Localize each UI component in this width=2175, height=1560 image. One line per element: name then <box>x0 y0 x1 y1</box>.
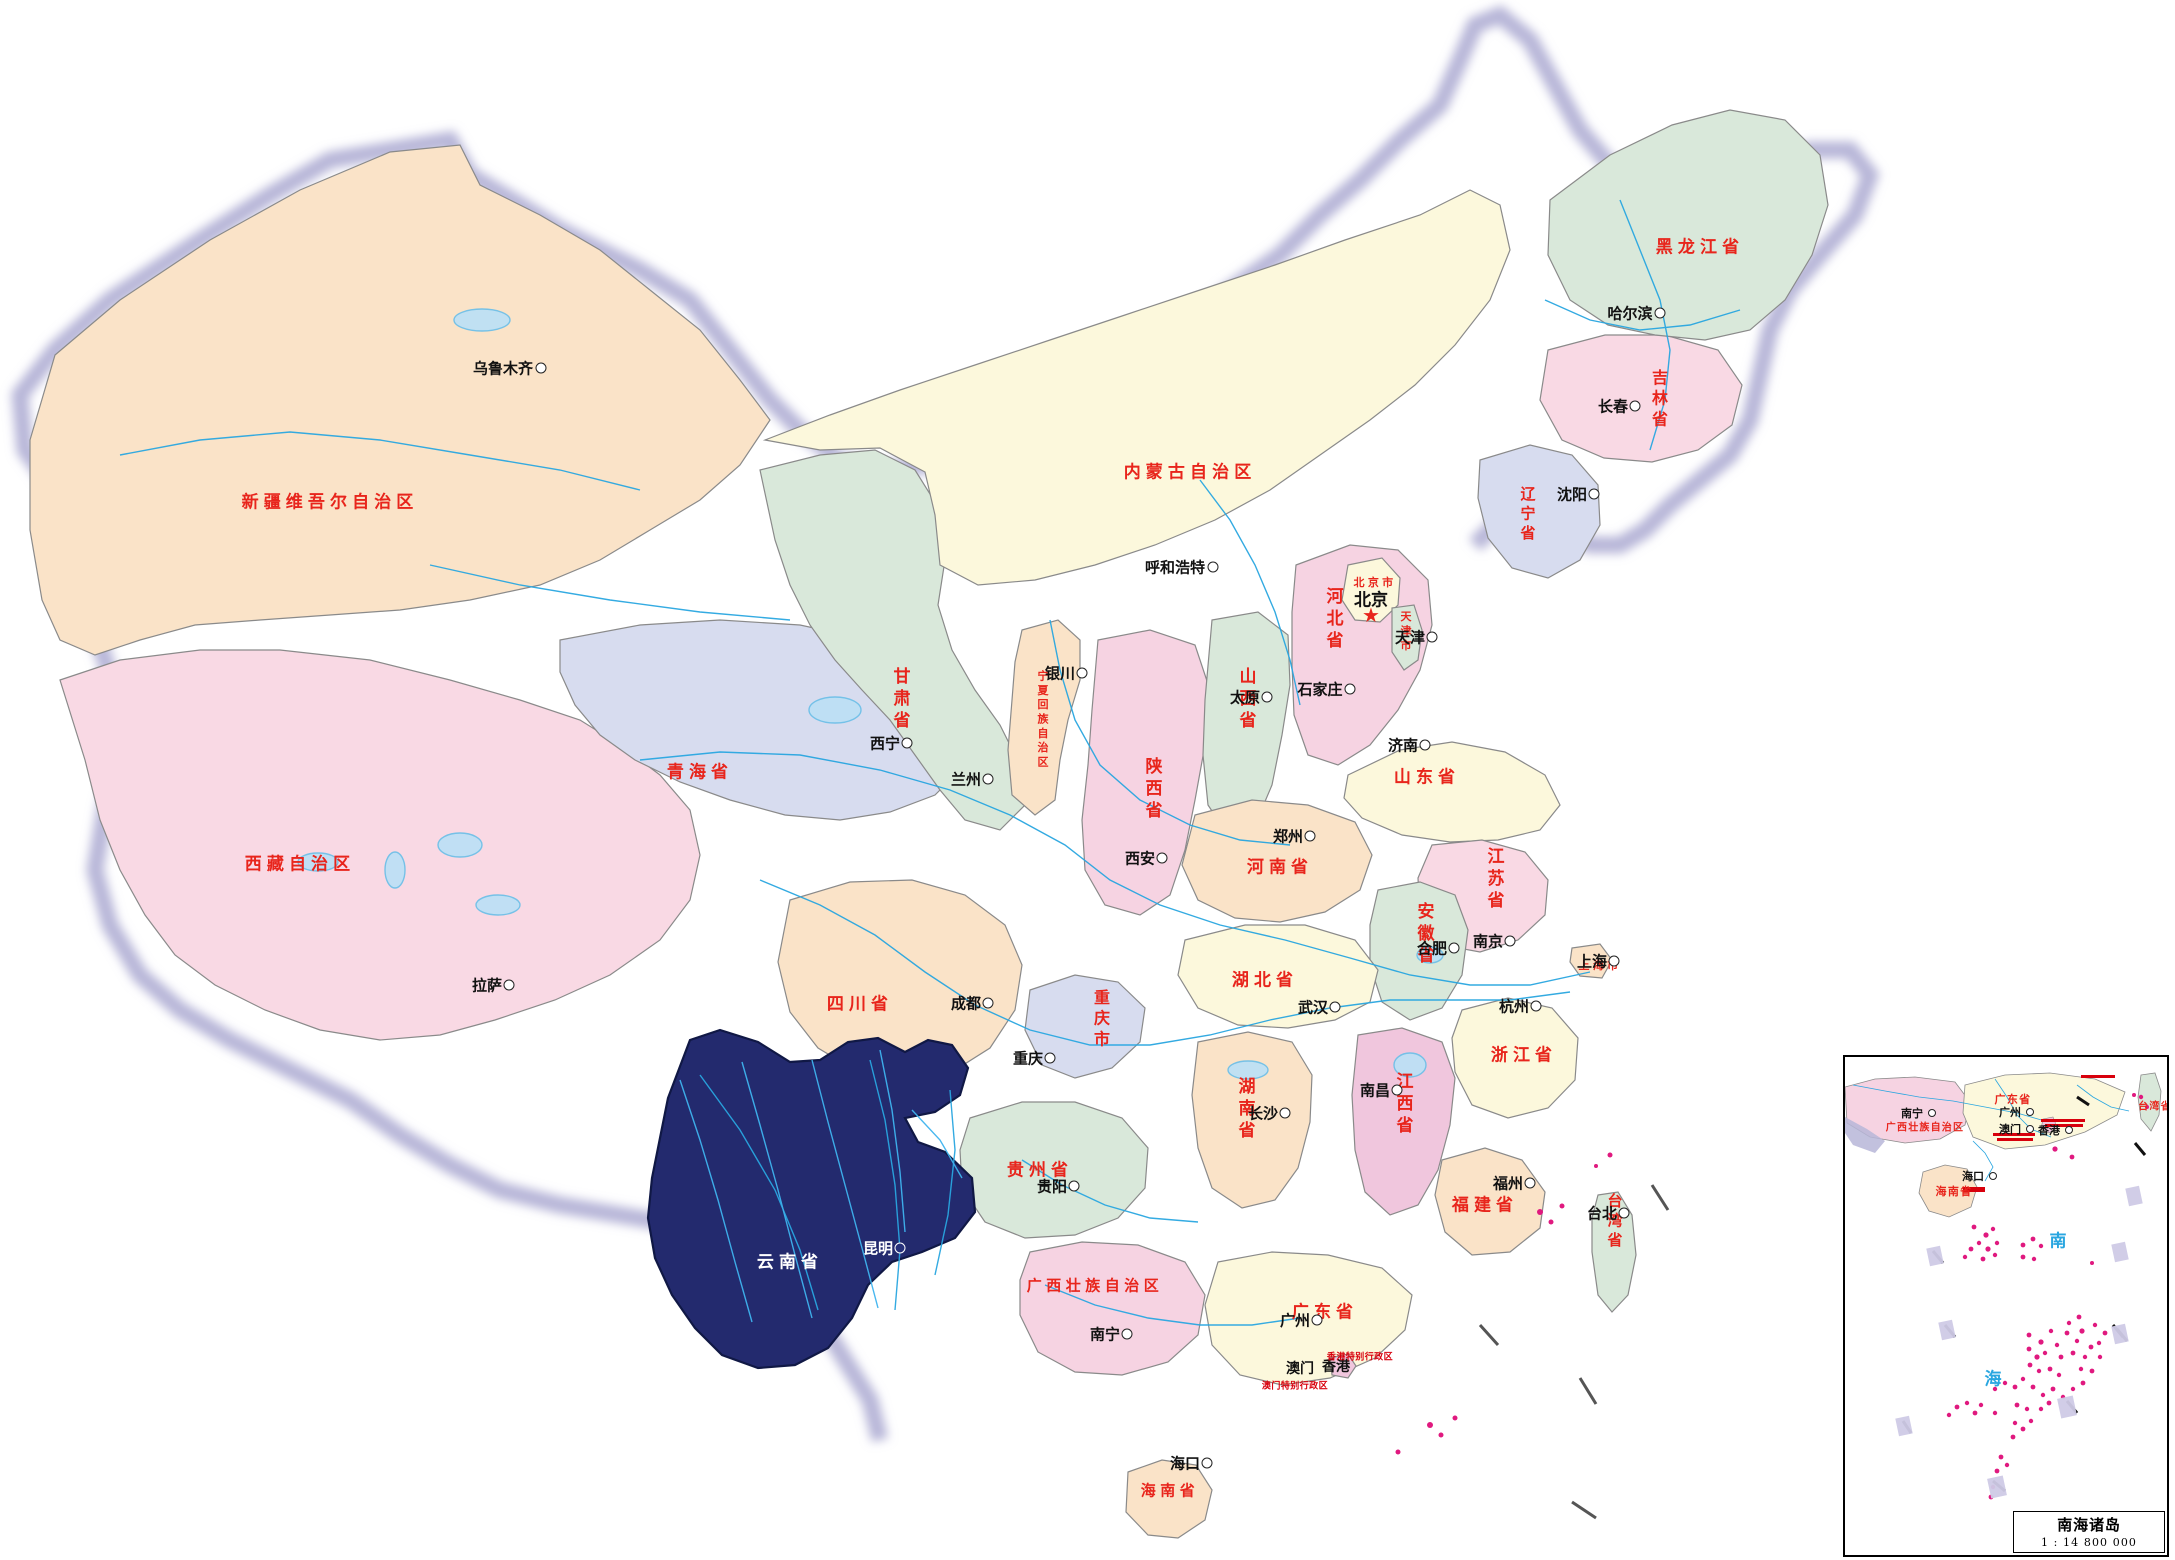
city-marker-icon <box>1419 739 1431 751</box>
city-marker-icon <box>1201 1457 1213 1469</box>
city-marker-icon <box>535 362 547 374</box>
province-polygons <box>29 109 1829 1539</box>
city-marker-icon <box>1329 1001 1341 1013</box>
city-marker-icon <box>1530 1000 1542 1012</box>
city-marker-icon <box>1076 667 1088 679</box>
city-marker-icon <box>1311 1314 1323 1326</box>
city-marker-icon <box>1504 935 1516 947</box>
island-dots <box>1395 1152 1613 1455</box>
inset-city-marker-icon <box>2026 1125 2034 1133</box>
city-marker-icon <box>1121 1328 1133 1340</box>
city-marker-icon <box>1068 1180 1080 1192</box>
city-marker-icon <box>982 997 994 1009</box>
city-marker-icon <box>503 979 515 991</box>
city-marker-icon <box>1588 488 1600 500</box>
city-marker-icon <box>1044 1052 1056 1064</box>
city-marker-icon <box>1279 1107 1291 1119</box>
city-marker-icon <box>1629 400 1641 412</box>
city-marker-icon <box>1261 691 1273 703</box>
city-marker-icon <box>1426 631 1438 643</box>
city-marker-icon <box>1304 830 1316 842</box>
city-marker-icon <box>901 737 913 749</box>
inset-city-marker-icon <box>2026 1108 2034 1116</box>
city-marker-icon <box>982 773 994 785</box>
inset-city-marker-icon <box>1989 1172 1997 1180</box>
city-marker-icon <box>1156 852 1168 864</box>
inset-city-marker-icon <box>2065 1126 2073 1134</box>
city-marker-icon <box>1344 683 1356 695</box>
city-marker-icon <box>1618 1207 1630 1219</box>
south-china-sea-inset[interactable]: 广东省 广西壮族自治区 海南省 台湾省 南宁 广州 澳门 香港 海口 南海 南海诸岛 1 : … <box>1843 1055 2169 1557</box>
inset-canvas <box>1845 1072 2162 1500</box>
city-marker-icon <box>1448 942 1460 954</box>
capital-star-icon: ★ <box>1362 603 1380 627</box>
river-network <box>119 199 1741 1326</box>
city-marker-icon <box>1391 1084 1403 1096</box>
city-marker-icon <box>1654 307 1666 319</box>
inset-title-box: 南海诸岛 1 : 14 800 000 <box>2013 1511 2165 1553</box>
inset-city-marker-icon <box>1928 1109 1936 1117</box>
city-marker-icon <box>1207 561 1219 573</box>
boundary-dash-marks <box>1478 1184 1670 1520</box>
city-marker-icon <box>894 1242 906 1254</box>
inset-scale-text: 1 : 14 800 000 <box>2040 1536 2138 1549</box>
city-marker-icon <box>1608 955 1620 967</box>
inset-title-text: 南海诸岛 <box>2057 1516 2121 1534</box>
city-marker-icon <box>1524 1177 1536 1189</box>
